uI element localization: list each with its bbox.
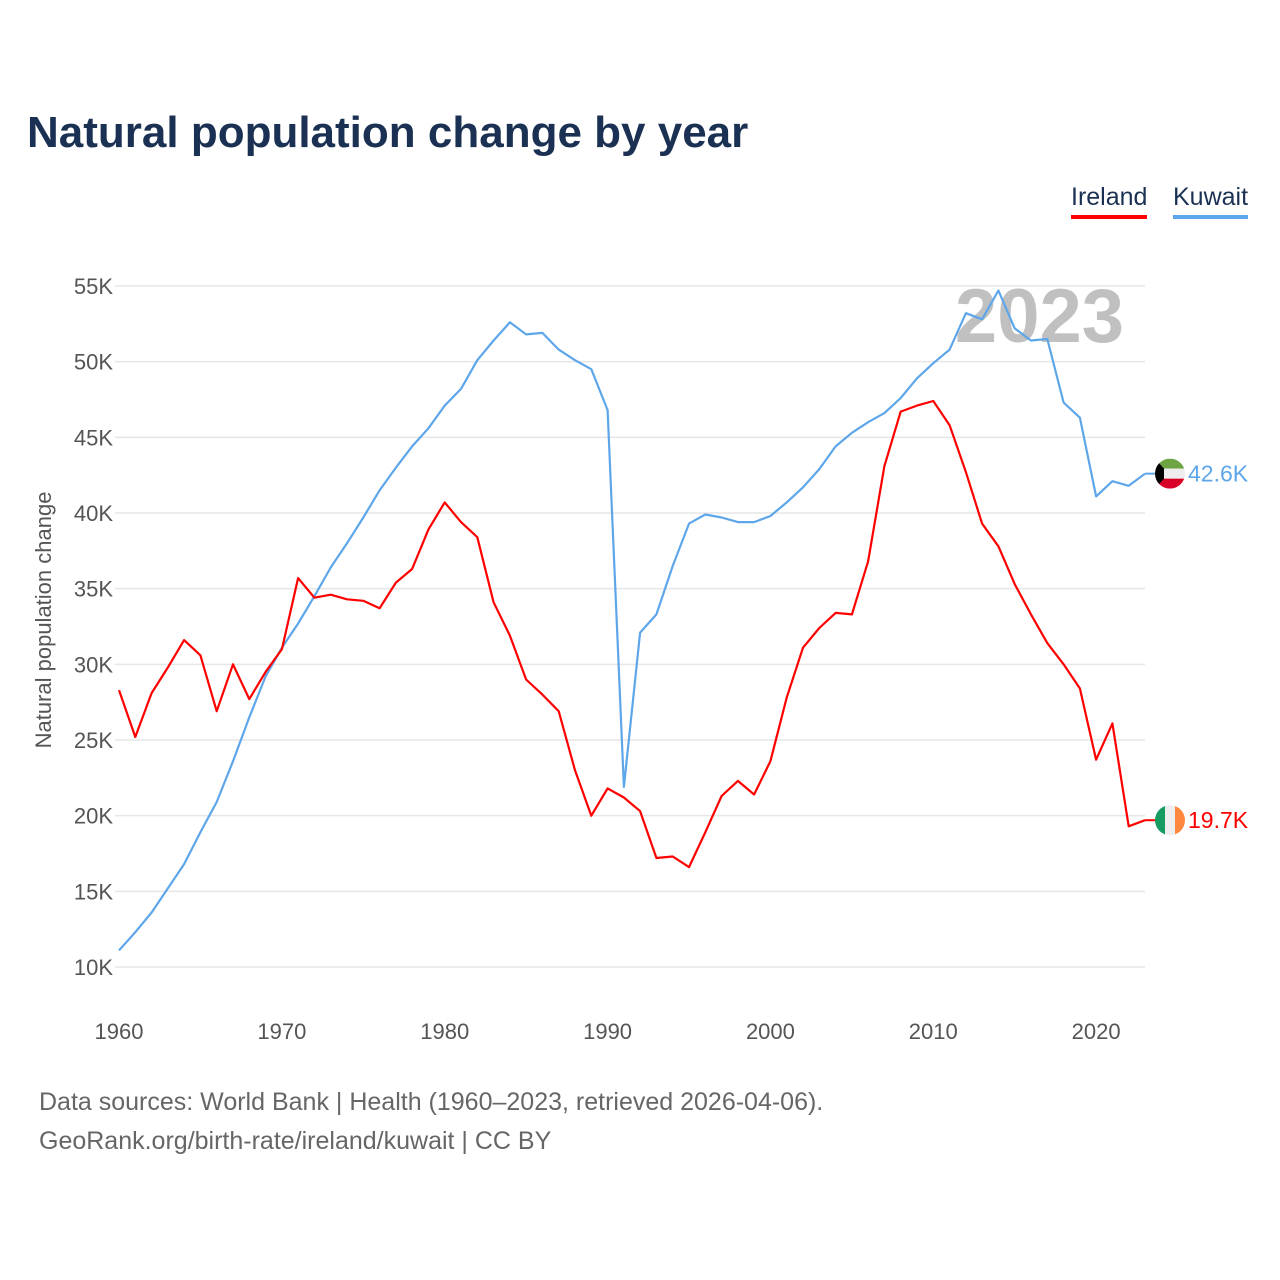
x-tick-label: 1970 <box>257 1019 306 1044</box>
y-tick-label: 20K <box>74 804 113 829</box>
kuwait-flag-icon <box>1155 458 1185 489</box>
y-axis-ticks: 10K 15K 20K 25K 30K 35K 40K 45K 50K 55K <box>74 274 113 980</box>
series-lines <box>117 289 1146 952</box>
x-tick-label: 1960 <box>95 1019 144 1044</box>
ireland-flag-icon <box>1155 805 1185 836</box>
x-axis-ticks: 1960 1970 1980 1990 2000 2010 2020 <box>95 1019 1121 1044</box>
y-tick-label: 40K <box>74 501 113 526</box>
source-link[interactable]: GeoRank.org/birth-rate/ireland/kuwait | … <box>39 1127 552 1155</box>
chart-title: Natural population change by year <box>27 108 749 157</box>
y-tick-label: 35K <box>74 577 113 602</box>
end-value-label-ireland: 19.7K <box>1188 807 1249 833</box>
x-tick-label: 2010 <box>909 1019 958 1044</box>
year-watermark: 2023 <box>955 274 1124 359</box>
x-tick-label: 2000 <box>746 1019 795 1044</box>
x-tick-label: 2020 <box>1072 1019 1121 1044</box>
y-tick-label: 25K <box>74 728 113 753</box>
x-tick-label: 1990 <box>583 1019 632 1044</box>
y-tick-label: 45K <box>74 425 113 450</box>
y-tick-label: 50K <box>74 350 113 375</box>
series-line-ireland[interactable] <box>117 399 1146 869</box>
source-note: Data sources: World Bank | Health (1960–… <box>39 1088 824 1116</box>
y-tick-label: 55K <box>74 274 113 299</box>
end-labels: 19.7K 42.6K <box>1145 458 1249 836</box>
y-tick-label: 30K <box>74 652 113 677</box>
end-value-label-kuwait: 42.6K <box>1188 461 1249 487</box>
x-tick-label: 1980 <box>420 1019 469 1044</box>
y-axis-label: Natural population change <box>31 492 56 749</box>
legend-item-ireland[interactable]: Ireland <box>1071 183 1148 219</box>
series-line-kuwait[interactable] <box>118 289 1146 952</box>
legend-item-kuwait[interactable]: Kuwait <box>1173 183 1249 219</box>
y-tick-label: 15K <box>74 879 113 904</box>
gridlines <box>115 285 1145 968</box>
y-tick-label: 10K <box>74 955 113 980</box>
